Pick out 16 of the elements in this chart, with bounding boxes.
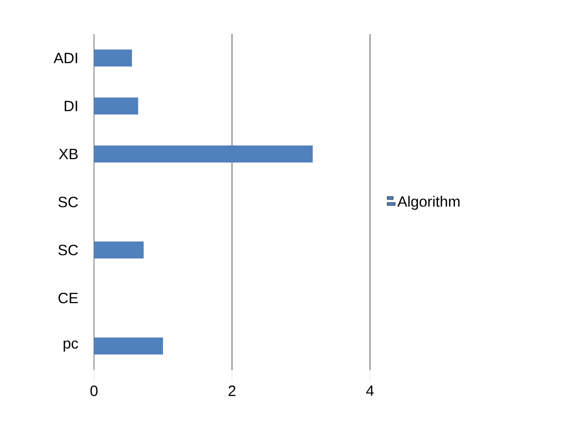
y-tick-label: SC [58,196,78,208]
x-tick-label: 2 [228,386,236,396]
y-tick-label: pc [64,340,78,352]
bar [94,242,144,258]
bar [94,146,313,162]
x-tick-label: 4 [366,386,374,396]
y-tick-label: CE [58,292,78,304]
bar [94,50,132,66]
bar [94,338,163,354]
y-tick-label: ADI [54,52,78,64]
x-tick-label: 0 [90,386,98,396]
y-tick-label: DI [64,100,78,112]
y-tick-label: SC [58,244,78,256]
y-tick-label: XB [58,148,78,160]
bar [94,98,138,114]
legend-label: Algorithm [397,196,460,210]
